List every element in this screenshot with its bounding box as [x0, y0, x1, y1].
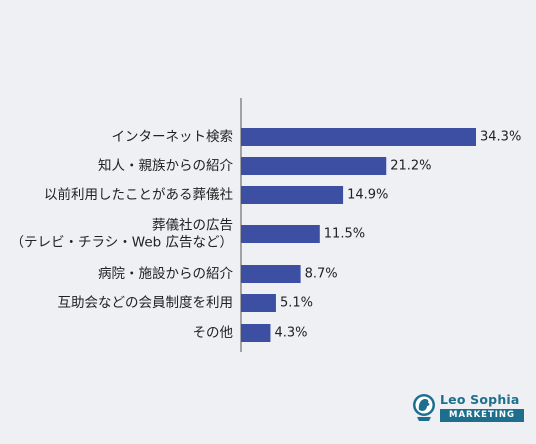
value-label: 8.7% [305, 267, 338, 282]
bar [241, 157, 387, 175]
bar [241, 324, 271, 342]
lion-emblem-icon [413, 394, 435, 421]
value-label: 4.3% [274, 326, 307, 341]
category-label: その他 [193, 325, 234, 341]
bar [241, 128, 476, 146]
value-label: 34.3% [480, 130, 521, 145]
logo-name: Leo Sophia [440, 392, 520, 407]
value-label: 14.9% [347, 188, 388, 203]
bar [241, 225, 320, 243]
category-label: 知人・親族からの紹介 [98, 157, 233, 174]
value-label: 21.2% [390, 159, 431, 174]
bar [241, 294, 276, 312]
category-label: 以前利用したことがある葬儀社 [44, 186, 233, 203]
brand-logo: Leo Sophia MARKETING [412, 392, 524, 428]
category-label: 病院・施設からの紹介 [98, 266, 233, 282]
bar [241, 186, 344, 204]
category-label: （テレビ・チラシ・Web 広告など） [11, 235, 233, 251]
logo-tagline: MARKETING [440, 409, 524, 422]
category-label: 葬儀社の広告 [152, 218, 233, 234]
category-label: インターネット検索 [112, 129, 234, 145]
bar [241, 265, 301, 283]
value-label: 11.5% [324, 227, 365, 242]
value-label: 5.1% [280, 296, 313, 311]
category-label: 互助会などの会員制度を利用 [58, 295, 234, 311]
